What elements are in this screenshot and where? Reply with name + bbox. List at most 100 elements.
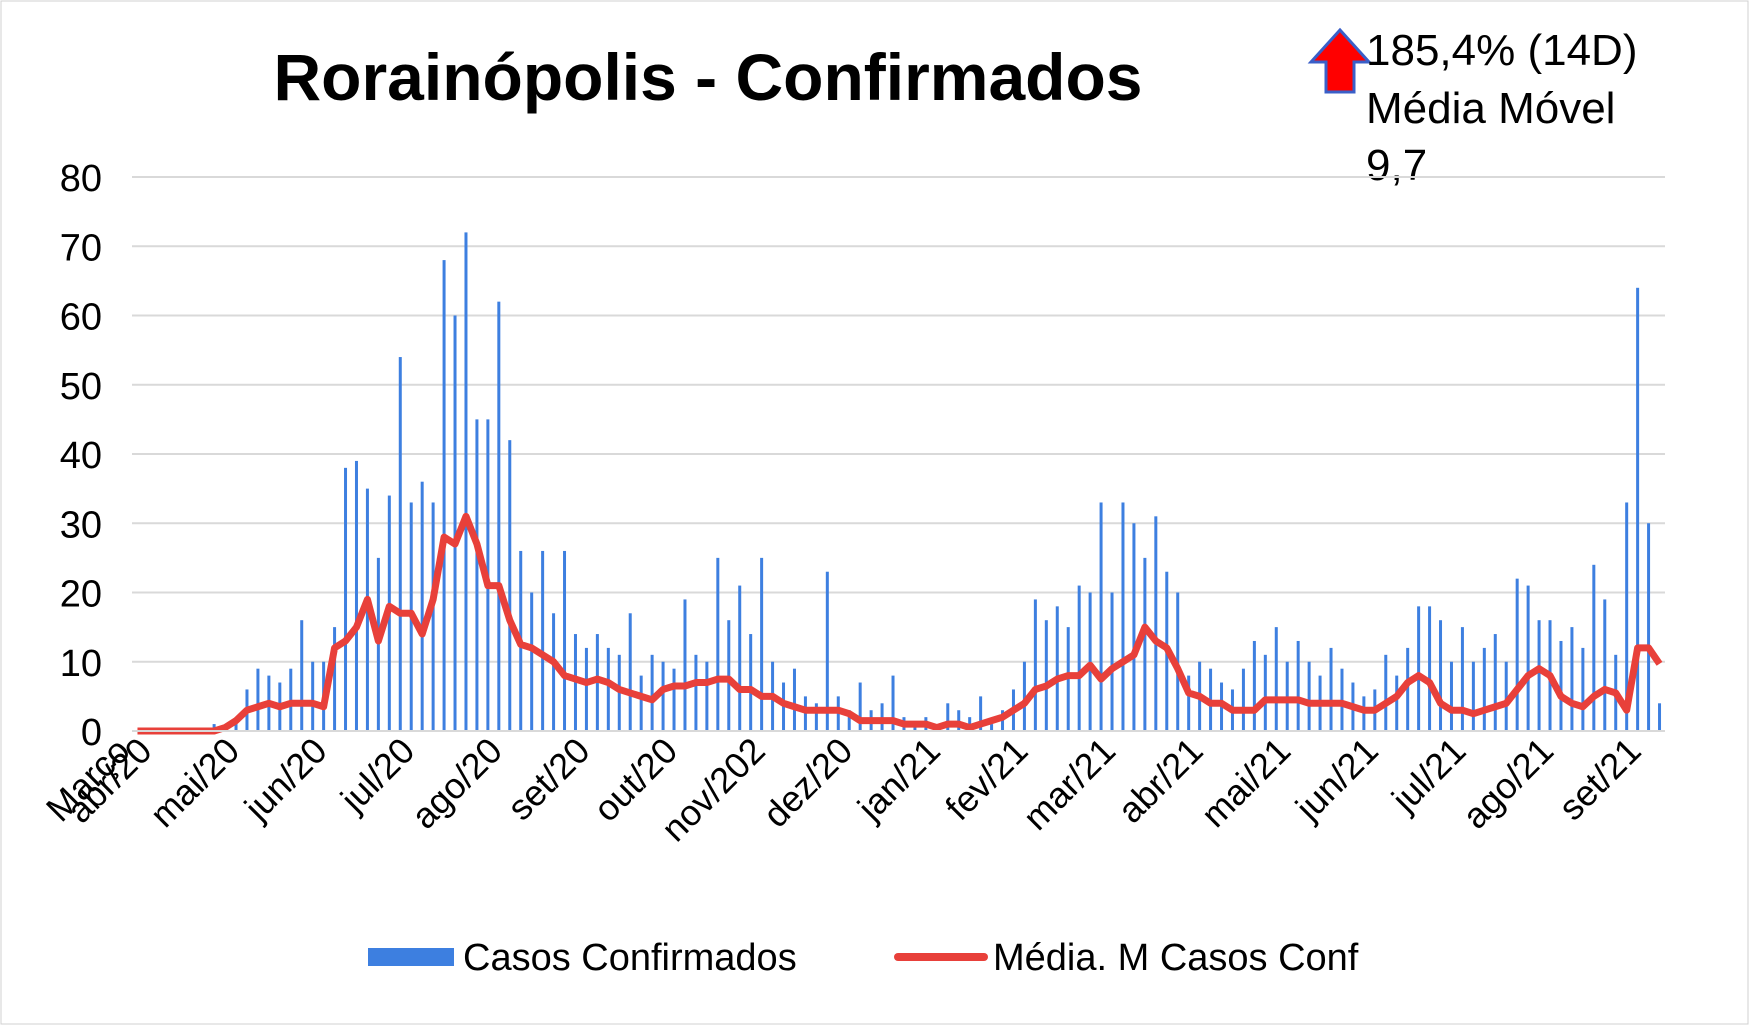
bar: [979, 696, 983, 731]
bar: [946, 703, 950, 731]
bar: [716, 557, 720, 731]
bar: [1329, 647, 1333, 731]
bar: [606, 647, 610, 731]
bar: [1296, 640, 1300, 731]
bar: [552, 613, 556, 731]
bar: [344, 467, 348, 731]
bar: [1603, 599, 1607, 731]
bar: [825, 571, 829, 731]
bar: [584, 647, 588, 731]
bar: [705, 661, 709, 731]
bar: [1515, 578, 1519, 731]
bar: [1570, 627, 1574, 731]
bar: [541, 550, 545, 731]
bar: [1143, 557, 1147, 731]
bar: [1044, 620, 1048, 731]
bar: [1406, 647, 1410, 731]
bar: [1592, 564, 1596, 731]
bar: [1658, 703, 1662, 731]
bar: [300, 620, 304, 731]
bar: [628, 613, 632, 731]
bar: [1581, 647, 1585, 731]
bar: [1154, 516, 1158, 731]
bar: [1537, 620, 1541, 731]
bar: [1110, 592, 1114, 731]
legend-label: Casos Confirmados: [463, 937, 797, 979]
bar: [1132, 523, 1136, 731]
bar: [1187, 675, 1191, 731]
bar: [1274, 627, 1278, 731]
bar: [354, 460, 358, 731]
bar: [475, 419, 479, 731]
annotation: Média Móvel: [1366, 84, 1615, 133]
bar: [1099, 502, 1103, 731]
bar: [694, 654, 698, 731]
bar: [1460, 627, 1464, 731]
bar: [1263, 654, 1267, 731]
bar: [1471, 661, 1475, 731]
bar: [1493, 634, 1497, 731]
bar: [311, 661, 315, 731]
bar: [530, 592, 534, 731]
bar: [256, 668, 260, 731]
legend-label: Média. M Casos Conf: [993, 937, 1359, 979]
trend-arrow: [1307, 27, 1373, 94]
bar: [1526, 585, 1530, 731]
bar: [1647, 523, 1651, 731]
bar: [672, 668, 676, 731]
y-tick-label: 40: [60, 435, 102, 477]
bar: [1307, 661, 1311, 731]
annotation: 9,7: [1366, 141, 1427, 190]
bar: [464, 232, 468, 731]
bar: [1384, 654, 1388, 731]
bar: [453, 315, 457, 731]
bar: [891, 675, 895, 731]
bar: [749, 634, 753, 731]
bar: [1033, 599, 1037, 731]
y-tick-label: 30: [60, 504, 102, 546]
bar: [508, 440, 512, 731]
bar: [1395, 675, 1399, 731]
bar: [738, 585, 742, 731]
bar: [1482, 647, 1486, 731]
y-tick-label: 0: [81, 712, 102, 754]
bar: [1449, 661, 1453, 731]
bar: [1022, 661, 1026, 731]
bar: [760, 557, 764, 731]
bar: [1121, 502, 1125, 731]
bar: [1252, 640, 1256, 731]
bar: [1439, 620, 1443, 731]
bar: [814, 703, 818, 731]
bar: [1428, 606, 1432, 731]
y-tick-label: 50: [60, 366, 102, 408]
bar: [1625, 502, 1629, 731]
bar: [1636, 287, 1640, 731]
bar: [847, 710, 851, 731]
bar: [431, 502, 435, 731]
bar: [639, 675, 643, 731]
y-tick-label: 60: [60, 297, 102, 339]
y-tick-label: 80: [60, 158, 102, 200]
bar: [563, 550, 567, 731]
bar: [420, 481, 424, 731]
bar: [333, 627, 337, 731]
bar: [1077, 585, 1081, 731]
bar: [683, 599, 687, 731]
bar: [792, 668, 796, 731]
y-tick-label: 70: [60, 227, 102, 269]
bar: [497, 301, 501, 731]
bar: [1504, 661, 1508, 731]
chart-title: Rorainópolis - Confirmados: [273, 40, 1142, 114]
annotation: 185,4% (14D): [1366, 26, 1637, 75]
bar: [650, 654, 654, 731]
line: [137, 512, 1663, 735]
bar: [858, 682, 862, 731]
bar: [1417, 606, 1421, 731]
bar: [990, 724, 994, 731]
bar: [1559, 640, 1563, 731]
bar: [398, 357, 402, 731]
bar: [661, 661, 665, 731]
y-tick-label: 10: [60, 643, 102, 685]
